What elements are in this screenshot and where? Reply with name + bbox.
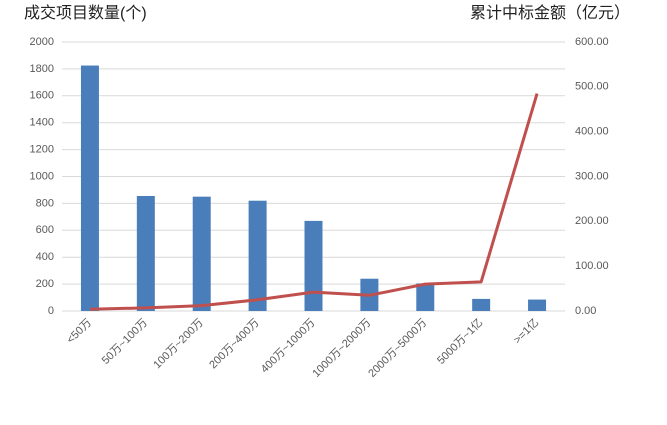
y2-tick-label: 600.00 xyxy=(575,36,609,48)
bar xyxy=(248,200,267,311)
y-tick-label: 1600 xyxy=(30,90,54,102)
x-tick-label: 200万~400万 xyxy=(207,317,262,372)
bar xyxy=(192,196,211,311)
y2-tick-label: 400.00 xyxy=(575,126,609,138)
y2-tick-label: 0.00 xyxy=(575,305,596,317)
x-tick-label: 1000万~2000万 xyxy=(310,317,373,380)
y-tick-label: 1000 xyxy=(30,170,54,182)
y-tick-label: 200 xyxy=(36,278,54,290)
y-tick-label: 1400 xyxy=(30,117,54,129)
y-tick-label: 800 xyxy=(36,197,54,209)
y-tick-label: 1200 xyxy=(30,144,54,156)
y-tick-label: 0 xyxy=(48,305,54,317)
y2-tick-label: 100.00 xyxy=(575,260,609,272)
bar xyxy=(136,196,155,311)
y2-tick-label: 500.00 xyxy=(575,81,609,93)
y2-tick-label: 200.00 xyxy=(575,215,609,227)
y-tick-label: 400 xyxy=(36,251,54,263)
x-tick-label: 400万~1000万 xyxy=(259,317,318,376)
x-tick-label: <50万 xyxy=(65,317,94,346)
y-tick-label: 1800 xyxy=(30,63,54,75)
x-tick-label: >=1亿 xyxy=(511,316,541,346)
bar xyxy=(472,298,491,311)
bar xyxy=(80,65,99,311)
x-tick-label: 2000万~5000万 xyxy=(366,317,429,380)
x-tick-label: 100万~200万 xyxy=(151,317,206,372)
x-tick-label: 50万~100万 xyxy=(100,317,150,367)
y-axis-title: 成交项目数量(个) xyxy=(24,4,147,22)
y2-axis-title: 累计中标金额（亿元） xyxy=(470,4,630,22)
y2-tick-label: 300.00 xyxy=(575,170,609,182)
bar xyxy=(528,299,547,311)
bar xyxy=(416,283,435,311)
x-tick-label: 5000万~1亿 xyxy=(434,316,485,367)
bar xyxy=(304,220,323,311)
y-tick-label: 2000 xyxy=(30,36,54,48)
line xyxy=(89,93,539,311)
y-tick-label: 600 xyxy=(36,224,54,236)
